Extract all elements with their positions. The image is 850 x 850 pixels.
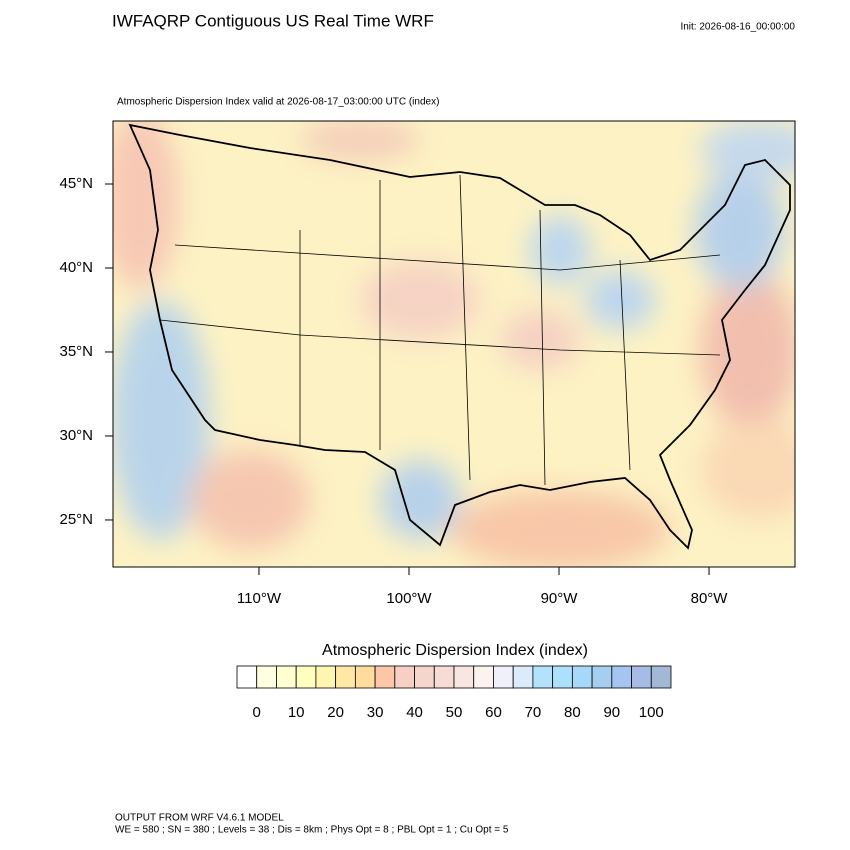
colorbar-box bbox=[354, 665, 376, 689]
colorbar-tick-label: 100 bbox=[639, 704, 664, 721]
colorbar-box bbox=[473, 665, 494, 689]
colorbar-box bbox=[591, 665, 613, 689]
x-tick-label: 90°W bbox=[541, 590, 579, 607]
colorbar-box bbox=[256, 665, 277, 689]
y-tick-label: 45°N bbox=[59, 175, 93, 192]
colorbar-box bbox=[315, 665, 337, 689]
colorbar-box bbox=[512, 665, 534, 689]
init-time: Init: 2026-08-16_00:00:00 bbox=[680, 22, 795, 33]
colorbar-box bbox=[552, 665, 573, 689]
map-frame bbox=[112, 120, 796, 568]
colorbar-box bbox=[571, 665, 593, 689]
colorbar-tick-label: 20 bbox=[327, 704, 344, 721]
colorbar-box bbox=[631, 665, 652, 689]
x-tick-label: 110°W bbox=[237, 590, 282, 607]
colorbar: 0 10 20 30 40 50 60 70 80 90 100 bbox=[236, 665, 672, 721]
colorbar-box bbox=[374, 665, 396, 689]
footer-line: OUTPUT FROM WRF V4.6.1 MODEL bbox=[115, 813, 284, 824]
colorbar-box bbox=[236, 665, 258, 689]
x-tick-label: 80°W bbox=[691, 590, 729, 607]
subtitle: Atmospheric Dispersion Index valid at 20… bbox=[117, 97, 439, 108]
map-field bbox=[113, 121, 795, 567]
colorbar-tick-label: 10 bbox=[288, 704, 305, 721]
colorbar-tick-label: 50 bbox=[446, 704, 463, 721]
y-tick-label: 25°N bbox=[59, 511, 93, 528]
colorbar-tick-label: 30 bbox=[367, 704, 384, 721]
y-tick-label: 35°N bbox=[59, 343, 93, 360]
colorbar-box bbox=[414, 665, 435, 689]
colorbar-box bbox=[335, 665, 356, 689]
colorbar-box bbox=[453, 665, 475, 689]
colorbar-box bbox=[276, 665, 297, 689]
state-lines bbox=[159, 174, 721, 486]
colorbar-box bbox=[493, 665, 514, 689]
map-ticks: 110°W 100°W 90°W 80°W 25°N 30°N 35°N 40°N 45°N bbox=[59, 175, 728, 607]
colorbar-tick-label: 80 bbox=[564, 704, 581, 721]
field-blobs bbox=[113, 121, 795, 567]
y-tick-label: 40°N bbox=[59, 259, 93, 276]
colorbar-tick-label: 90 bbox=[603, 704, 620, 721]
footer-line: WE = 580 ; SN = 380 ; Levels = 38 ; Dis … bbox=[115, 825, 509, 836]
y-tick-label: 30°N bbox=[59, 427, 93, 444]
colorbar-box bbox=[532, 665, 554, 689]
x-tick-label: 100°W bbox=[386, 590, 432, 607]
colorbar-box bbox=[650, 665, 672, 689]
colorbar-title: Atmospheric Dispersion Index (index) bbox=[322, 642, 588, 659]
colorbar-tick-label: 40 bbox=[406, 704, 423, 721]
colorbar-box bbox=[295, 665, 317, 689]
colorbar-box bbox=[433, 665, 455, 689]
colorbar-tick-label: 70 bbox=[525, 704, 542, 721]
colorbar-box bbox=[394, 665, 415, 689]
colorbar-tick-label: 60 bbox=[485, 704, 502, 721]
colorbar-box bbox=[611, 665, 632, 689]
title: IWFAQRP Contiguous US Real Time WRF bbox=[112, 11, 434, 30]
colorbar-tick-label: 0 bbox=[253, 704, 261, 721]
us-outline bbox=[128, 123, 791, 550]
